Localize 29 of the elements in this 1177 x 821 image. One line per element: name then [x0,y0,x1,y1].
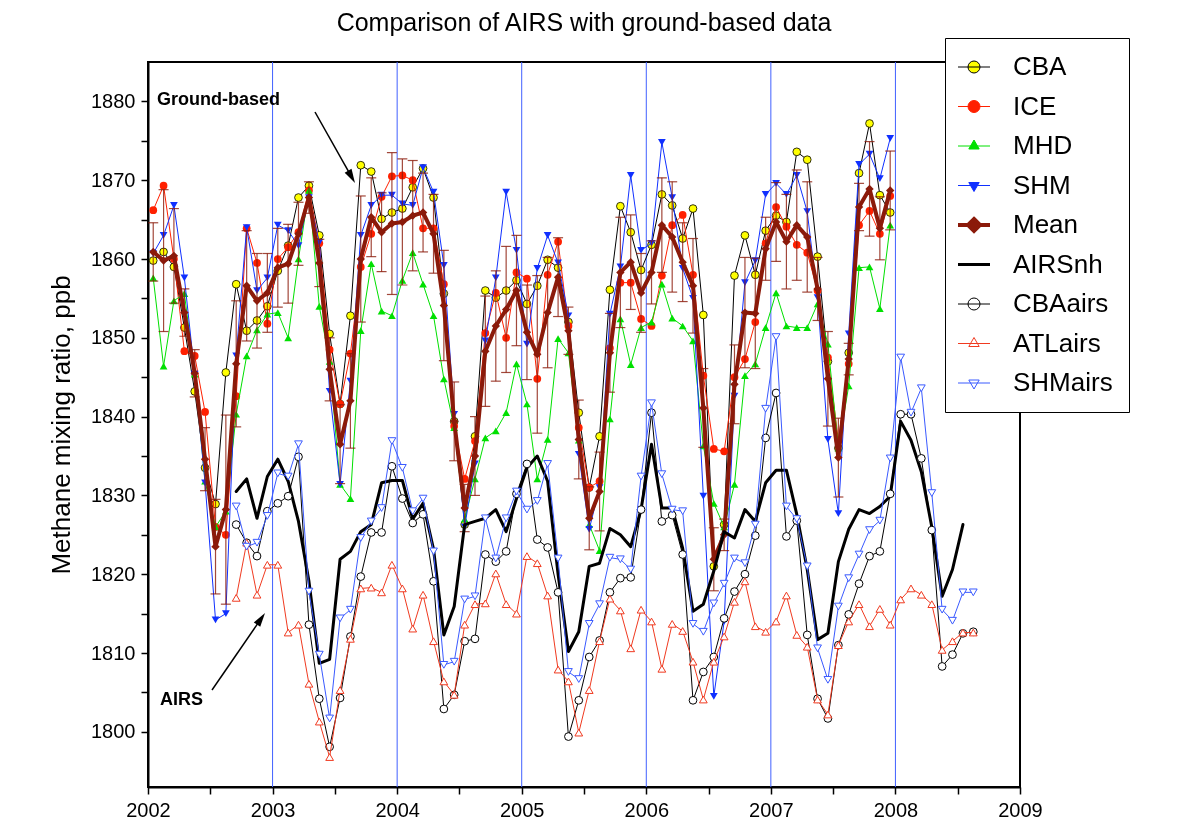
y-tick-label: 1870 [91,168,136,191]
legend-label: SHMairs [1013,367,1113,397]
legend-label: CBA [1013,51,1068,81]
legend-label: Mean [1013,209,1079,239]
y-tick-label: 1830 [91,483,136,506]
x-tick-label: 2009 [998,798,1043,821]
y-tick-label: 1800 [91,720,136,743]
y-axis-title: Methane mixing ratio, ppb [46,275,77,575]
x-tick-label: 2004 [375,798,420,821]
x-tick-label: 2007 [749,798,794,821]
x-tick-label: 2002 [126,798,171,821]
legend-label: AIRSnh [1013,248,1103,279]
y-tick-label: 1810 [91,641,136,664]
legend-label: CBAairs [1013,288,1109,318]
x-tick-label: 2006 [624,798,670,821]
y-tick-label: 1860 [91,247,136,270]
y-tick-label: 1850 [91,326,136,349]
y-tick-label: 1880 [91,89,136,112]
y-tick-label: 1840 [91,405,136,428]
annotation: AIRS [160,689,204,709]
y-tick-label: 1820 [91,562,136,585]
x-tick-label: 2008 [873,798,919,821]
legend-label: SHM [1013,169,1071,200]
legend-label: ICE [1013,90,1057,121]
x-tick-label: 2005 [499,798,545,821]
x-tick-label: 2003 [250,798,296,821]
chart-title: Comparison of AIRS with ground-based data [336,7,832,36]
legend-label: MHD [1013,130,1073,160]
legend-label: ATLairs [1013,327,1101,358]
